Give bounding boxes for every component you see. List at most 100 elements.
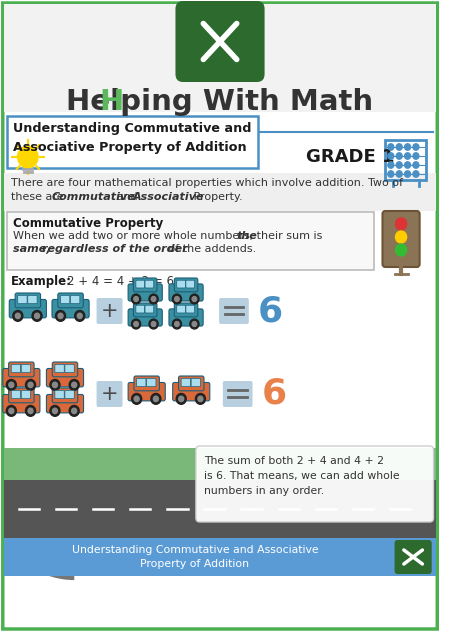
- Circle shape: [9, 382, 14, 387]
- Circle shape: [405, 171, 410, 177]
- Bar: [4, 4, 437, 112]
- Circle shape: [405, 153, 410, 159]
- Circle shape: [405, 144, 410, 150]
- FancyBboxPatch shape: [52, 300, 89, 318]
- Circle shape: [395, 231, 407, 243]
- Circle shape: [396, 144, 402, 150]
- Circle shape: [28, 382, 33, 387]
- Circle shape: [134, 322, 138, 327]
- Circle shape: [69, 379, 79, 391]
- Circle shape: [173, 294, 182, 304]
- Circle shape: [28, 408, 33, 413]
- FancyBboxPatch shape: [97, 381, 123, 407]
- Circle shape: [149, 319, 158, 329]
- Circle shape: [176, 394, 186, 404]
- FancyBboxPatch shape: [146, 379, 156, 387]
- FancyBboxPatch shape: [136, 305, 145, 313]
- Text: of the addends.: of the addends.: [165, 244, 256, 254]
- FancyBboxPatch shape: [9, 362, 34, 377]
- FancyBboxPatch shape: [3, 3, 437, 629]
- Text: The sum of both 2 + 4 and 4 + 2
is 6. That means, we can add whole
numbers in an: The sum of both 2 + 4 and 4 + 2 is 6. Th…: [204, 456, 400, 495]
- FancyBboxPatch shape: [11, 391, 20, 399]
- Circle shape: [388, 153, 394, 159]
- Circle shape: [396, 171, 402, 177]
- Circle shape: [395, 218, 407, 230]
- FancyBboxPatch shape: [3, 394, 40, 413]
- Text: same,: same,: [13, 244, 55, 254]
- Circle shape: [173, 319, 182, 329]
- FancyBboxPatch shape: [128, 382, 165, 401]
- Circle shape: [195, 394, 205, 404]
- Circle shape: [50, 379, 60, 391]
- Text: Associative: Associative: [133, 192, 204, 202]
- Circle shape: [77, 313, 82, 319]
- Circle shape: [174, 296, 179, 301]
- FancyBboxPatch shape: [18, 295, 27, 303]
- FancyBboxPatch shape: [137, 379, 146, 387]
- Text: +: +: [101, 301, 118, 321]
- FancyBboxPatch shape: [52, 388, 78, 403]
- Circle shape: [151, 296, 156, 301]
- FancyBboxPatch shape: [8, 116, 258, 168]
- Circle shape: [35, 313, 39, 319]
- FancyBboxPatch shape: [169, 309, 203, 326]
- Text: Helping With Math: Helping With Math: [66, 88, 374, 116]
- FancyBboxPatch shape: [134, 278, 157, 292]
- Circle shape: [13, 310, 23, 321]
- Text: Commutative Property: Commutative Property: [13, 217, 163, 230]
- Bar: [4, 480, 437, 538]
- Circle shape: [6, 406, 16, 416]
- FancyBboxPatch shape: [21, 365, 31, 373]
- Circle shape: [395, 244, 407, 256]
- Circle shape: [53, 382, 57, 387]
- Text: regardless of the order: regardless of the order: [42, 244, 187, 254]
- Circle shape: [396, 153, 402, 159]
- FancyBboxPatch shape: [58, 293, 83, 308]
- FancyBboxPatch shape: [55, 365, 64, 373]
- Circle shape: [198, 396, 203, 401]
- Circle shape: [151, 322, 156, 327]
- Text: these are: these are: [11, 192, 67, 202]
- Circle shape: [50, 406, 60, 416]
- Circle shape: [388, 144, 394, 150]
- FancyBboxPatch shape: [196, 446, 434, 522]
- FancyBboxPatch shape: [174, 278, 198, 292]
- Text: Understanding Commutative and Associative
Property of Addition: Understanding Commutative and Associativ…: [72, 545, 318, 569]
- FancyBboxPatch shape: [65, 391, 74, 399]
- FancyBboxPatch shape: [61, 295, 70, 303]
- FancyBboxPatch shape: [8, 212, 374, 270]
- Circle shape: [53, 408, 57, 413]
- Circle shape: [26, 379, 36, 391]
- FancyBboxPatch shape: [11, 365, 20, 373]
- Text: Understanding Commutative and
Associative Property of Addition: Understanding Commutative and Associativ…: [13, 122, 252, 154]
- FancyBboxPatch shape: [219, 298, 249, 324]
- FancyBboxPatch shape: [128, 309, 162, 326]
- Circle shape: [6, 379, 16, 391]
- FancyBboxPatch shape: [186, 280, 195, 288]
- Circle shape: [413, 162, 419, 168]
- Text: 6: 6: [262, 377, 287, 411]
- FancyBboxPatch shape: [15, 293, 41, 308]
- Text: 6: 6: [258, 294, 283, 328]
- Circle shape: [72, 382, 77, 387]
- FancyBboxPatch shape: [186, 305, 195, 313]
- FancyBboxPatch shape: [136, 280, 145, 288]
- Circle shape: [179, 396, 184, 401]
- Text: and: and: [113, 192, 141, 202]
- Circle shape: [388, 162, 394, 168]
- FancyBboxPatch shape: [175, 1, 264, 82]
- Text: There are four mathematical properties which involve addition. Two of: There are four mathematical properties w…: [11, 178, 403, 188]
- FancyBboxPatch shape: [145, 280, 154, 288]
- FancyBboxPatch shape: [191, 379, 201, 387]
- Circle shape: [9, 408, 14, 413]
- Circle shape: [413, 144, 419, 150]
- FancyBboxPatch shape: [145, 305, 154, 313]
- Circle shape: [134, 396, 139, 401]
- FancyBboxPatch shape: [28, 295, 37, 303]
- Circle shape: [151, 394, 161, 404]
- Text: Example:: Example:: [11, 275, 72, 288]
- FancyBboxPatch shape: [21, 391, 31, 399]
- Circle shape: [388, 171, 394, 177]
- FancyBboxPatch shape: [46, 394, 83, 413]
- FancyBboxPatch shape: [174, 303, 198, 317]
